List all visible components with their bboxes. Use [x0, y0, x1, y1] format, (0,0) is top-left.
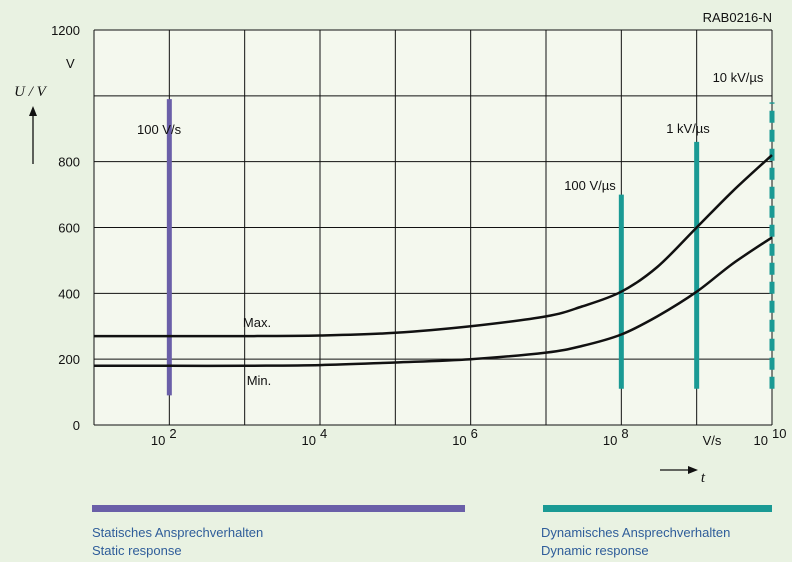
x-axis-arrow-head: [688, 466, 698, 474]
y-unit-label: V: [66, 56, 75, 71]
y-tick-label: 200: [58, 352, 80, 367]
x-axis-label: t: [701, 470, 706, 486]
series-line: [94, 236, 773, 368]
legend-label-de: Statisches Ansprechverhalten: [92, 525, 263, 540]
y-tick-label: 400: [58, 286, 80, 301]
legend-label-en: Static response: [92, 543, 182, 558]
x-tick-exponent: 2: [169, 426, 176, 441]
x-tick-label: 10: [452, 433, 466, 448]
x-tick-label: 10: [603, 433, 617, 448]
series-label-max: Max.: [243, 315, 271, 330]
y-tick-label: 600: [58, 221, 80, 236]
figure-id: RAB0216-N: [703, 10, 772, 25]
rate-marker-label: 100 V/s: [137, 122, 182, 137]
series-label-min: Min.: [247, 373, 272, 388]
curves: [94, 154, 773, 368]
legend: Statisches Ansprechverhalten Static respo…: [92, 505, 772, 558]
rate-marker-label: 10 kV/µs: [713, 70, 764, 85]
x-tick-exponent: 6: [471, 426, 478, 441]
y-tick-label: 0: [73, 418, 80, 433]
y-tick-labels: 0 200 400 600 800 1200: [51, 23, 80, 433]
y-axis-arrow-head: [29, 106, 37, 116]
rate-markers: [166, 99, 775, 396]
legend-bar: [543, 505, 772, 512]
rate-marker-label: 100 V/µs: [564, 178, 616, 193]
x-tick-exponent: 4: [320, 426, 327, 441]
annotations: RAB0216-N V U / V V/s t Max. Min. 100 V/s 100 V/…: [14, 10, 772, 486]
rate-marker-label: 1 kV/µs: [666, 121, 710, 136]
x-unit-label: V/s: [703, 433, 722, 448]
x-tick-label: 10: [754, 433, 768, 448]
legend-bar: [92, 505, 465, 512]
y-tick-label: 1200: [51, 23, 80, 38]
y-axis-label: U / V: [14, 84, 48, 100]
y-tick-label: 800: [58, 155, 80, 170]
legend-label-de: Dynamisches Ansprechverhalten: [541, 525, 730, 540]
x-tick-exponent: 8: [621, 426, 628, 441]
x-tick-labels: 10 2 10 4 10 6 10 8 10 10: [151, 426, 787, 448]
x-tick-label: 10: [302, 433, 316, 448]
x-tick-exponent: 10: [772, 426, 786, 441]
x-tick-label: 10: [151, 433, 165, 448]
series-line: [94, 154, 773, 338]
legend-label-en: Dynamic response: [541, 543, 649, 558]
